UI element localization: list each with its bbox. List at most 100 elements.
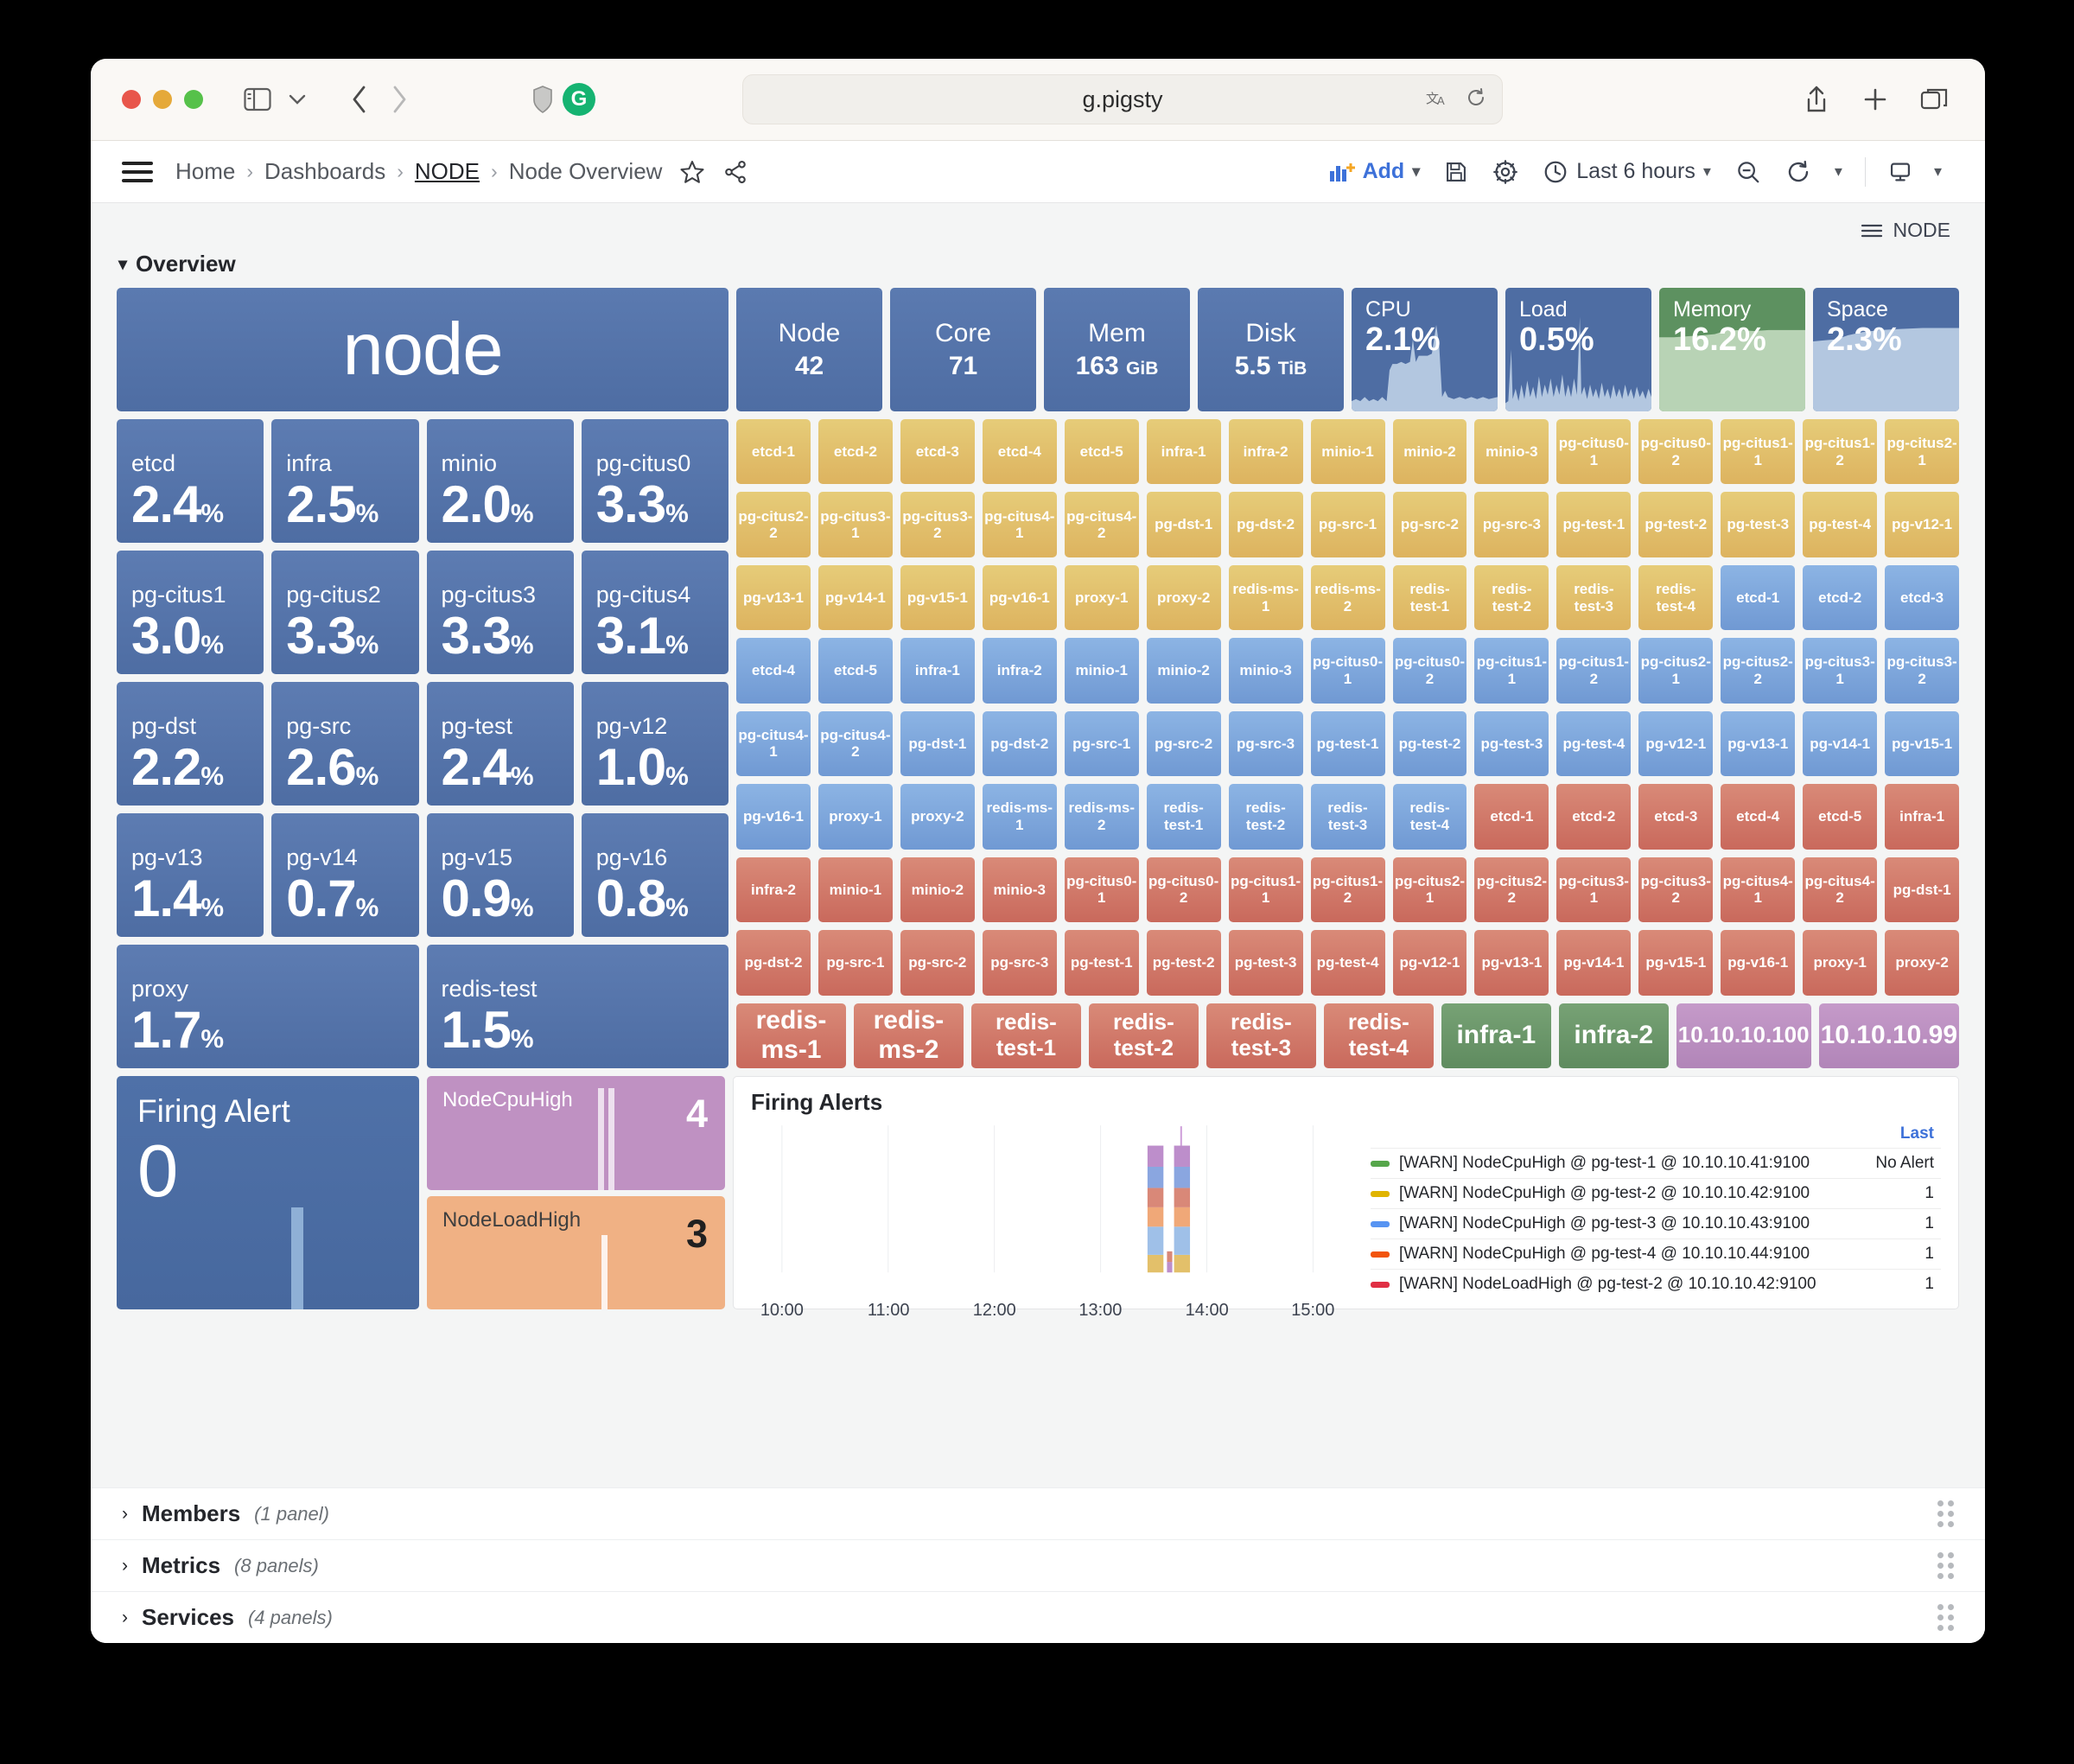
heatmap-cell[interactable]: pg-citus4-1: [1721, 857, 1796, 923]
heatmap-cell[interactable]: pg-src-1: [1310, 492, 1385, 557]
legend-header-last[interactable]: Last: [1899, 1124, 1934, 1143]
heatmap-cell[interactable]: pg-citus2-2: [1721, 638, 1796, 704]
heatmap-cell[interactable]: pg-v14-1: [818, 564, 893, 631]
tabs-icon[interactable]: [1914, 80, 1954, 119]
time-range-picker[interactable]: Last 6 hours ▾: [1530, 150, 1723, 194]
row-metrics[interactable]: › Metrics (8 panels): [91, 1539, 1985, 1591]
add-panel-button[interactable]: Add ▾: [1317, 150, 1433, 194]
heatmap-cell[interactable]: pg-test-2: [1392, 710, 1467, 777]
cluster-stat-pg-dst[interactable]: pg-dst 2.2%: [117, 682, 264, 806]
heatmap-cell[interactable]: pg-test-3: [1228, 930, 1303, 996]
heatmap-cell[interactable]: pg-citus2-2: [736, 492, 811, 557]
heatmap-cell[interactable]: proxy-1: [1064, 564, 1139, 631]
heatmap-cell[interactable]: infra-1: [1441, 1003, 1551, 1068]
heatmap-cell[interactable]: pg-citus0-2: [1638, 419, 1714, 485]
heatmap-cell[interactable]: pg-test-1: [1556, 492, 1632, 557]
heatmap-cell[interactable]: pg-citus3-2: [900, 492, 975, 557]
maximize-window-button[interactable]: [184, 90, 203, 109]
panel-cpu-usage[interactable]: CPU 2.1%: [1352, 288, 1498, 411]
heatmap-cell[interactable]: pg-citus3-1: [818, 492, 893, 557]
heatmap-cell[interactable]: infra-2: [982, 638, 1057, 704]
heatmap-cell[interactable]: pg-v15-1: [900, 564, 975, 631]
heatmap-cell[interactable]: pg-v16-1: [982, 564, 1057, 631]
heatmap-cell[interactable]: pg-src-3: [982, 930, 1057, 996]
heatmap-cell[interactable]: redis-test-4: [1392, 784, 1467, 850]
heatmap-cell[interactable]: pg-src-2: [1146, 710, 1221, 777]
heatmap-cell[interactable]: minio-2: [900, 857, 975, 923]
panel-core-count[interactable]: Core 71: [890, 288, 1036, 411]
row-services[interactable]: › Services (4 panels): [91, 1591, 1985, 1643]
heatmap-cell[interactable]: etcd-1: [1474, 784, 1549, 850]
cluster-stat-etcd[interactable]: etcd 2.4%: [117, 419, 264, 543]
heatmap-cell[interactable]: pg-test-1: [1064, 930, 1139, 996]
heatmap-cell[interactable]: pg-v12-1: [1638, 710, 1714, 777]
heatmap-cell[interactable]: redis-test-3: [1206, 1003, 1316, 1068]
heatmap-cell[interactable]: pg-citus1-1: [1721, 419, 1796, 485]
heatmap-cell[interactable]: redis-ms-2: [1310, 564, 1385, 631]
refresh-button[interactable]: ▾: [1773, 150, 1855, 194]
heatmap-cell[interactable]: infra-1: [1885, 784, 1960, 850]
heatmap-cell[interactable]: pg-test-4: [1803, 492, 1878, 557]
heatmap-cell[interactable]: etcd-4: [982, 419, 1057, 485]
heatmap-cell[interactable]: pg-src-1: [1064, 710, 1139, 777]
close-window-button[interactable]: [122, 90, 141, 109]
heatmap-cell[interactable]: redis-test-3: [1556, 564, 1632, 631]
shield-icon[interactable]: [523, 80, 563, 119]
cluster-stat-infra[interactable]: infra 2.5%: [271, 419, 419, 543]
heatmap-cell[interactable]: pg-dst-1: [1146, 492, 1221, 557]
heatmap-cell[interactable]: pg-v16-1: [1721, 930, 1796, 996]
heatmap-cell[interactable]: pg-test-4: [1556, 710, 1632, 777]
heatmap-cell[interactable]: pg-test-1: [1310, 710, 1385, 777]
heatmap-cell[interactable]: redis-ms-2: [1064, 784, 1139, 850]
cluster-stat-pg-src[interactable]: pg-src 2.6%: [271, 682, 419, 806]
heatmap-cell[interactable]: redis-ms-1: [736, 1003, 846, 1068]
heatmap-cell[interactable]: pg-v12-1: [1885, 492, 1960, 557]
chevron-down-icon[interactable]: ▾: [1834, 162, 1842, 180]
breadcrumb-node-overview[interactable]: Node Overview: [508, 158, 663, 184]
cluster-stat-pg-citus4[interactable]: pg-citus4 3.1%: [581, 551, 728, 674]
cluster-stat-pg-citus2[interactable]: pg-citus2 3.3%: [271, 551, 419, 674]
heatmap-cell[interactable]: redis-test-2: [1474, 564, 1549, 631]
heatmap-cell[interactable]: redis-test-4: [1323, 1003, 1434, 1068]
heatmap-cell[interactable]: redis-test-2: [1228, 784, 1303, 850]
cluster-stat-pg-citus3[interactable]: pg-citus3 3.3%: [426, 551, 574, 674]
cluster-stat-pg-test[interactable]: pg-test 2.4%: [426, 682, 574, 806]
heatmap-cell[interactable]: minio-1: [1064, 638, 1139, 704]
cluster-stat-minio[interactable]: minio 2.0%: [426, 419, 574, 543]
heatmap-cell[interactable]: etcd-1: [736, 419, 811, 485]
heatmap-cell[interactable]: pg-v12-1: [1392, 930, 1467, 996]
node-variable[interactable]: NODE: [1861, 219, 1950, 242]
heatmap-cell[interactable]: 10.10.10.99: [1818, 1003, 1960, 1068]
panel-node-count[interactable]: Node 42: [736, 288, 882, 411]
heatmap-cell[interactable]: redis-ms-1: [982, 784, 1057, 850]
heatmap-cell[interactable]: redis-test-1: [1392, 564, 1467, 631]
heatmap-cell[interactable]: minio-1: [1310, 419, 1385, 485]
heatmap-cell[interactable]: proxy-2: [1146, 564, 1221, 631]
heatmap-cell[interactable]: pg-dst-1: [900, 710, 975, 777]
heatmap-cell[interactable]: pg-citus0-1: [1556, 419, 1632, 485]
cluster-stat-redis-test[interactable]: redis-test 1.5%: [426, 945, 728, 1068]
chevron-down-icon[interactable]: [277, 80, 317, 119]
heatmap-cell[interactable]: proxy-2: [1885, 930, 1960, 996]
zoom-out-time-button[interactable]: [1723, 150, 1773, 194]
heatmap-cell[interactable]: minio-2: [1146, 638, 1221, 704]
window-controls[interactable]: [122, 90, 203, 109]
heatmap-cell[interactable]: etcd-4: [736, 638, 811, 704]
tv-mode-button[interactable]: ▾: [1876, 150, 1954, 194]
heatmap-cell[interactable]: infra-1: [900, 638, 975, 704]
heatmap-cell[interactable]: minio-2: [1392, 419, 1467, 485]
heatmap-cell[interactable]: pg-v14-1: [1803, 710, 1878, 777]
heatmap-cell[interactable]: minio-1: [818, 857, 893, 923]
panel-mem-total[interactable]: Mem 163 GiB: [1044, 288, 1190, 411]
menu-toggle-button[interactable]: [122, 161, 153, 182]
heatmap-cell[interactable]: pg-citus2-1: [1885, 419, 1960, 485]
breadcrumb-dashboards[interactable]: Dashboards: [264, 158, 386, 184]
heatmap-cell[interactable]: pg-src-1: [818, 930, 893, 996]
heatmap-cell[interactable]: pg-dst-2: [1228, 492, 1303, 557]
legend-row[interactable]: [WARN] NodeLoadHigh @ pg-test-2 @ 10.10.…: [1371, 1269, 1941, 1299]
heatmap-cell[interactable]: pg-v15-1: [1638, 930, 1714, 996]
heatmap-cell[interactable]: pg-test-3: [1474, 710, 1549, 777]
alert-cell-nodecpuhigh[interactable]: NodeCpuHigh 4: [427, 1076, 725, 1190]
heatmap-cell[interactable]: redis-ms-2: [853, 1003, 964, 1068]
drag-handle-icon[interactable]: [1937, 1552, 1954, 1579]
